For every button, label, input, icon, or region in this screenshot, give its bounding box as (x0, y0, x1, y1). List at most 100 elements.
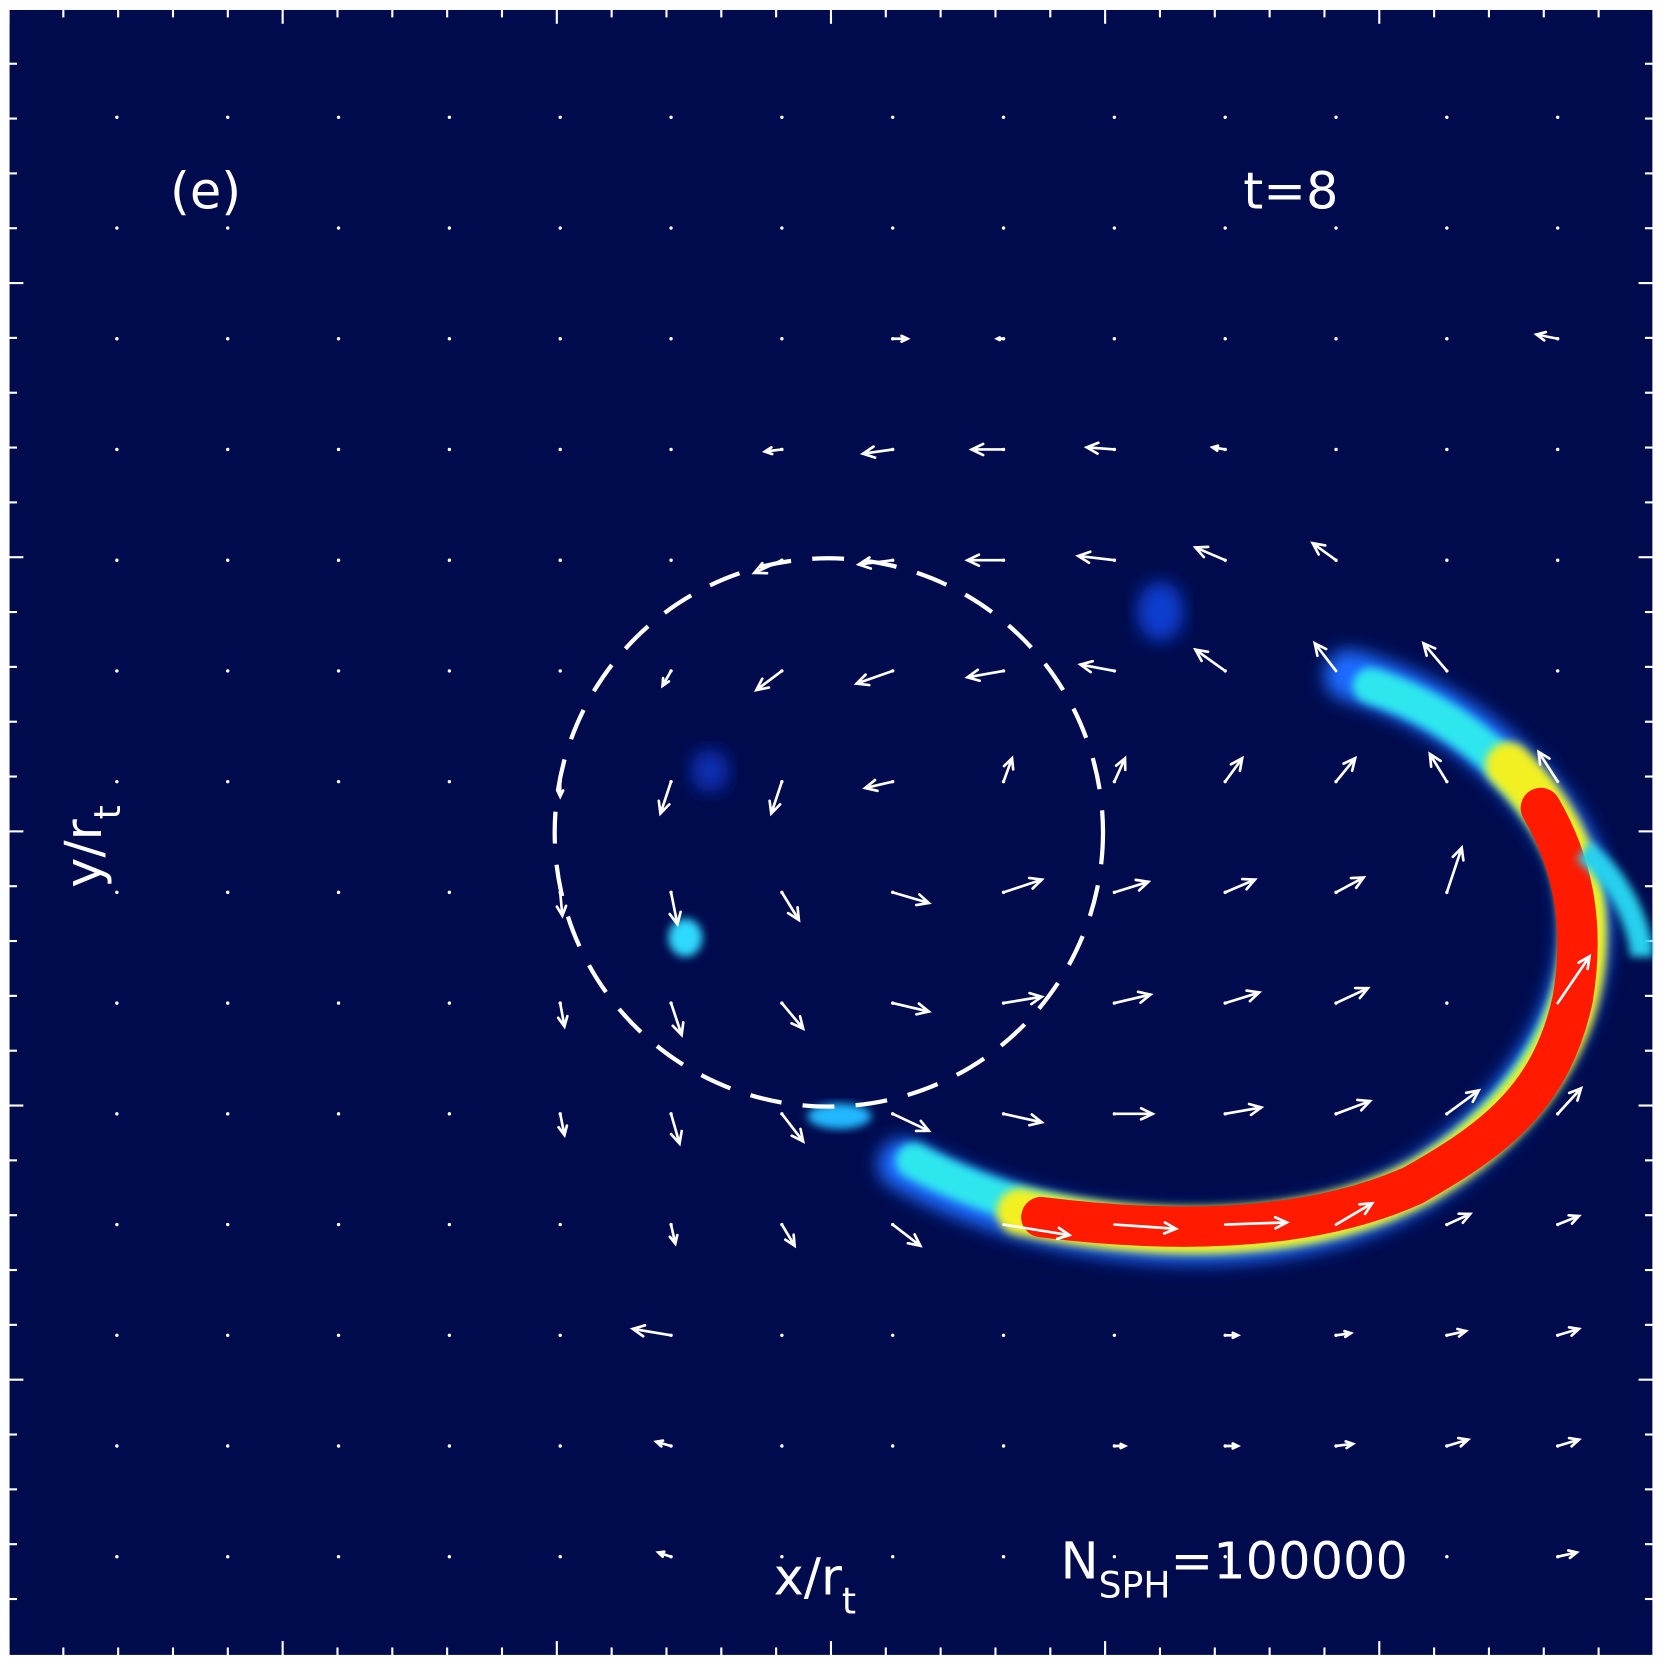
grid-dot (226, 1333, 230, 1337)
velocity-arrow (1334, 986, 1371, 1005)
grid-dot (558, 1444, 562, 1448)
velocity-arrow (1113, 1221, 1180, 1235)
velocity-arrow (1113, 1442, 1129, 1450)
grid-dot (115, 1222, 119, 1227)
stream-peak (1021, 787, 1598, 1247)
velocity-arrow (1113, 1106, 1156, 1121)
velocity-arrow (964, 668, 1005, 683)
grid-dot (447, 779, 452, 784)
velocity-arrow (1113, 755, 1127, 783)
velocity-arrow (964, 553, 1005, 568)
grid-dot (115, 558, 119, 562)
grid-dot (447, 1333, 452, 1337)
velocity-arrow (1445, 1088, 1482, 1116)
grid-dot (1001, 1333, 1006, 1337)
grid-dot (336, 1333, 341, 1337)
grid-dot (447, 1444, 452, 1448)
grid-dot (226, 115, 230, 119)
grid-dot (115, 115, 119, 119)
grid-dot (558, 115, 562, 119)
velocity-arrow (751, 558, 784, 575)
grid-dot (1001, 1555, 1006, 1559)
velocity-arrow (1209, 444, 1227, 453)
velocity-arrow (780, 1112, 805, 1144)
grid-dot (226, 337, 230, 341)
grid-dot (1445, 337, 1449, 341)
tidal-radius-circle (552, 556, 1106, 1109)
grid-dot (336, 779, 341, 784)
velocity-arrow (1223, 877, 1258, 894)
velocity-arrow (653, 1439, 673, 1448)
grid-dot (336, 226, 341, 230)
grid-dot (669, 115, 673, 119)
grid-dot (336, 1222, 341, 1227)
time-label: t=8 (1243, 163, 1338, 222)
velocity-arrow (1002, 1112, 1045, 1127)
density-map (668, 581, 1654, 1264)
velocity-arrow (661, 669, 673, 689)
velocity-arrow (761, 446, 784, 456)
grid-dot (226, 669, 230, 673)
velocity-arrow (1556, 1436, 1582, 1448)
grid-dot (780, 226, 784, 230)
velocity-arrow (1113, 990, 1154, 1005)
velocity-arrow (1445, 1436, 1472, 1448)
velocity-arrow (668, 891, 682, 928)
grid-dot (115, 1444, 119, 1448)
velocity-arrow (1223, 755, 1244, 783)
grid-dot (226, 890, 230, 895)
velocity-arrow (891, 1112, 932, 1133)
velocity-arrow (1334, 1201, 1375, 1226)
n-sub: SPH (1099, 1564, 1171, 1607)
grid-dot (1334, 447, 1338, 452)
velocity-arrow (891, 1223, 923, 1248)
grid-dot (558, 669, 562, 673)
grid-dot (447, 115, 452, 119)
velocity-arrow (780, 1001, 806, 1031)
grid-dot (1334, 1555, 1338, 1559)
grid-dot (1001, 115, 1006, 119)
velocity-arrow (891, 334, 911, 343)
velocity-arrow (555, 780, 565, 800)
grid-dot (780, 1444, 784, 1448)
grid-dot (1445, 1555, 1449, 1559)
grid-dot (447, 669, 452, 673)
y-axis-sub: t (86, 805, 129, 819)
velocity-arrow (1334, 876, 1367, 894)
velocity-arrow (1334, 1440, 1357, 1450)
velocity-arrow (753, 669, 784, 692)
grid-dot (336, 447, 341, 452)
grid-dot (336, 669, 341, 673)
grid-dot (1112, 226, 1117, 230)
grid-dot (226, 1222, 230, 1227)
grid-dot (1001, 1444, 1006, 1448)
grid-dot (447, 1001, 452, 1005)
velocity-arrow (1556, 1086, 1584, 1116)
grid-dot (226, 1444, 230, 1448)
grid-dot (336, 1001, 341, 1005)
grid-dot (447, 558, 452, 562)
velocity-arrow (1113, 878, 1152, 894)
grid-dot (1112, 1333, 1117, 1337)
grid-dot (115, 1001, 119, 1005)
y-axis-label: y/rt (55, 805, 129, 888)
velocity-arrow (557, 1112, 569, 1139)
velocity-arrow (1445, 1212, 1474, 1226)
velocity-arrow (1223, 1331, 1242, 1340)
grid-dot (336, 558, 341, 562)
plot-area (7, 7, 1655, 1658)
velocity-arrow (1445, 844, 1465, 894)
x-axis-label: x/rt (774, 1548, 857, 1622)
grid-dot (115, 1333, 119, 1337)
grid-dot (447, 337, 452, 341)
grid-dot (226, 447, 230, 452)
grid-dot (447, 1222, 452, 1227)
grid-dot (1112, 337, 1117, 341)
panel-label: (e) (170, 163, 241, 222)
velocity-arrow (855, 556, 895, 570)
velocity-arrow (994, 336, 1005, 342)
grid-dot (226, 1555, 230, 1559)
grid-dot (1112, 115, 1117, 119)
grid-dot (226, 558, 230, 562)
grid-dot (780, 1555, 784, 1559)
